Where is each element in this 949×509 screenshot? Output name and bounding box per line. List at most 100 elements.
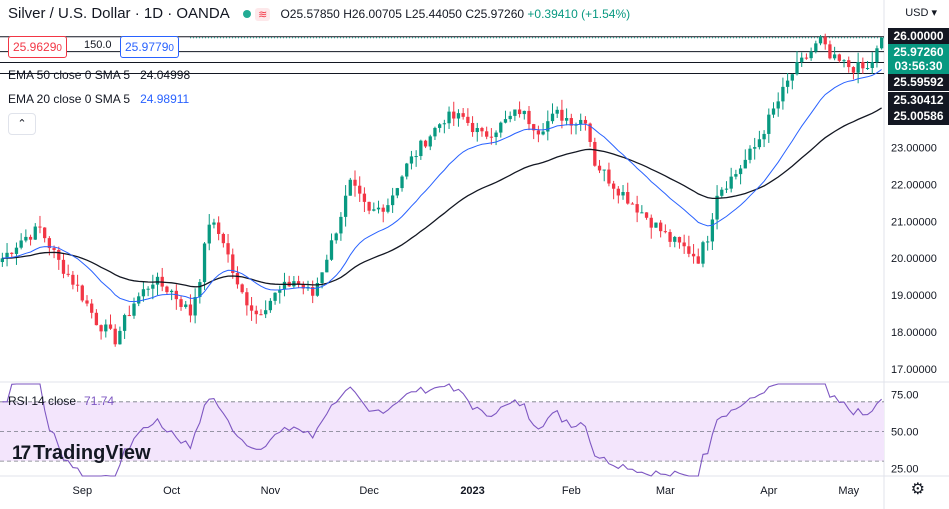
candle-body (668, 232, 672, 242)
replay-wave-icon[interactable]: ≋ (255, 7, 271, 21)
candle-body (832, 54, 837, 59)
candle-body (85, 300, 89, 304)
candle-body (438, 124, 442, 128)
candle-body (814, 43, 818, 52)
candle-body (644, 212, 649, 218)
candle-body (61, 259, 66, 274)
change-value: +0.39410 (+1.54%) (527, 7, 631, 21)
rsi-legend[interactable]: RSI 14 close 71.74 (8, 394, 114, 408)
candle-body (362, 193, 367, 202)
candle-body (503, 119, 508, 123)
currency-label: USD (905, 7, 929, 19)
candle-body (743, 159, 747, 169)
candle-body (785, 80, 790, 87)
candle-body (569, 118, 573, 126)
ema20-legend[interactable]: EMA 20 close 0 SMA 5 24.98911 (8, 92, 189, 106)
price-axis-label: 03:56:30 (888, 58, 949, 75)
candle-body (880, 37, 884, 49)
candle-body (663, 231, 667, 233)
candle-body (146, 288, 150, 290)
candle-body (57, 249, 61, 260)
price-axis-label: 25.97260 (888, 44, 949, 61)
candle-body (104, 324, 108, 332)
sell-price-button[interactable]: 25.96290 (8, 36, 67, 58)
candle-body (343, 195, 348, 217)
candle-body (659, 222, 663, 232)
ema50-value: 24.04998 (140, 68, 191, 82)
currency-selector[interactable]: USD ▾ (905, 7, 937, 19)
open-value: O25.57850 (280, 7, 340, 21)
candle-body (390, 195, 395, 206)
candle-body (329, 240, 334, 260)
candle-body (842, 60, 846, 62)
price-axis-label: 25.30412 (888, 92, 949, 109)
candle-body (47, 238, 52, 249)
candle-body (771, 108, 776, 115)
candle-body (428, 136, 432, 147)
high-value: H26.00705 (343, 7, 402, 21)
candle-body (367, 201, 371, 211)
candle-body (635, 204, 639, 213)
collapse-legend-button[interactable]: ⌃ (8, 113, 36, 135)
price-tick-label: 18.00000 (891, 327, 937, 339)
gear-icon[interactable]: ⚙ (910, 481, 925, 498)
candle-body (677, 236, 682, 243)
candle-body (875, 48, 879, 63)
candle-body (687, 246, 691, 254)
candle-body (865, 68, 870, 70)
candle-body (127, 315, 131, 317)
ema50-line (2, 107, 882, 288)
time-tick-label: Feb (562, 485, 581, 497)
candle-body (296, 281, 301, 285)
candle-body (301, 284, 305, 289)
candle-body (231, 254, 235, 274)
candle-body (75, 284, 80, 286)
candle-body (560, 109, 564, 121)
candle-body (320, 272, 324, 283)
time-tick-label: Oct (163, 485, 180, 497)
candle-body (71, 274, 75, 285)
candle-body (621, 192, 625, 196)
candle-body (781, 86, 785, 102)
candle-body (734, 174, 738, 177)
candle-body (193, 297, 197, 316)
candle-body (188, 304, 193, 316)
candle-body (489, 136, 494, 138)
candle-body (132, 303, 136, 316)
price-tick-label: 17.00000 (891, 364, 937, 376)
candle-body (235, 273, 240, 285)
candle-body (33, 226, 37, 240)
candle-body (28, 236, 33, 240)
symbol-title[interactable]: Silver / U.S. Dollar · 1D · OANDA (8, 5, 229, 22)
candle-body (602, 169, 606, 171)
candle-body (597, 165, 602, 171)
candle-body (5, 252, 9, 259)
time-tick-label: May (838, 485, 859, 497)
buy-price-button[interactable]: 25.97790 (120, 36, 179, 58)
ohlc-readout: O25.57850 H26.00705 L25.44050 C25.97260 … (280, 7, 630, 21)
candle-body (546, 121, 550, 132)
time-tick-label: Sep (72, 485, 92, 497)
rsi-tick-label: 25.00 (891, 464, 919, 476)
price-axis-label: 25.59592 (888, 74, 949, 91)
candle-body (555, 109, 559, 114)
candle-body (870, 62, 874, 69)
candle-body (691, 253, 696, 257)
candle-body (588, 123, 592, 142)
candle-body (466, 116, 470, 123)
ema50-legend[interactable]: EMA 50 close 0 SMA 5 24.04998 (8, 68, 190, 82)
candle-body (630, 203, 635, 205)
candle-body (762, 133, 766, 140)
rsi-tick-label: 75.00 (891, 389, 919, 401)
candle-body (513, 109, 517, 116)
candle-body (809, 51, 813, 59)
candle-body (372, 209, 376, 211)
candle-body (715, 195, 719, 220)
rsi-line (2, 383, 882, 477)
candle-body (268, 300, 273, 311)
candle-body (395, 188, 399, 196)
candle-body (847, 60, 851, 68)
candle-body (325, 259, 329, 273)
candle-body (52, 248, 56, 250)
candle-body (80, 285, 84, 301)
